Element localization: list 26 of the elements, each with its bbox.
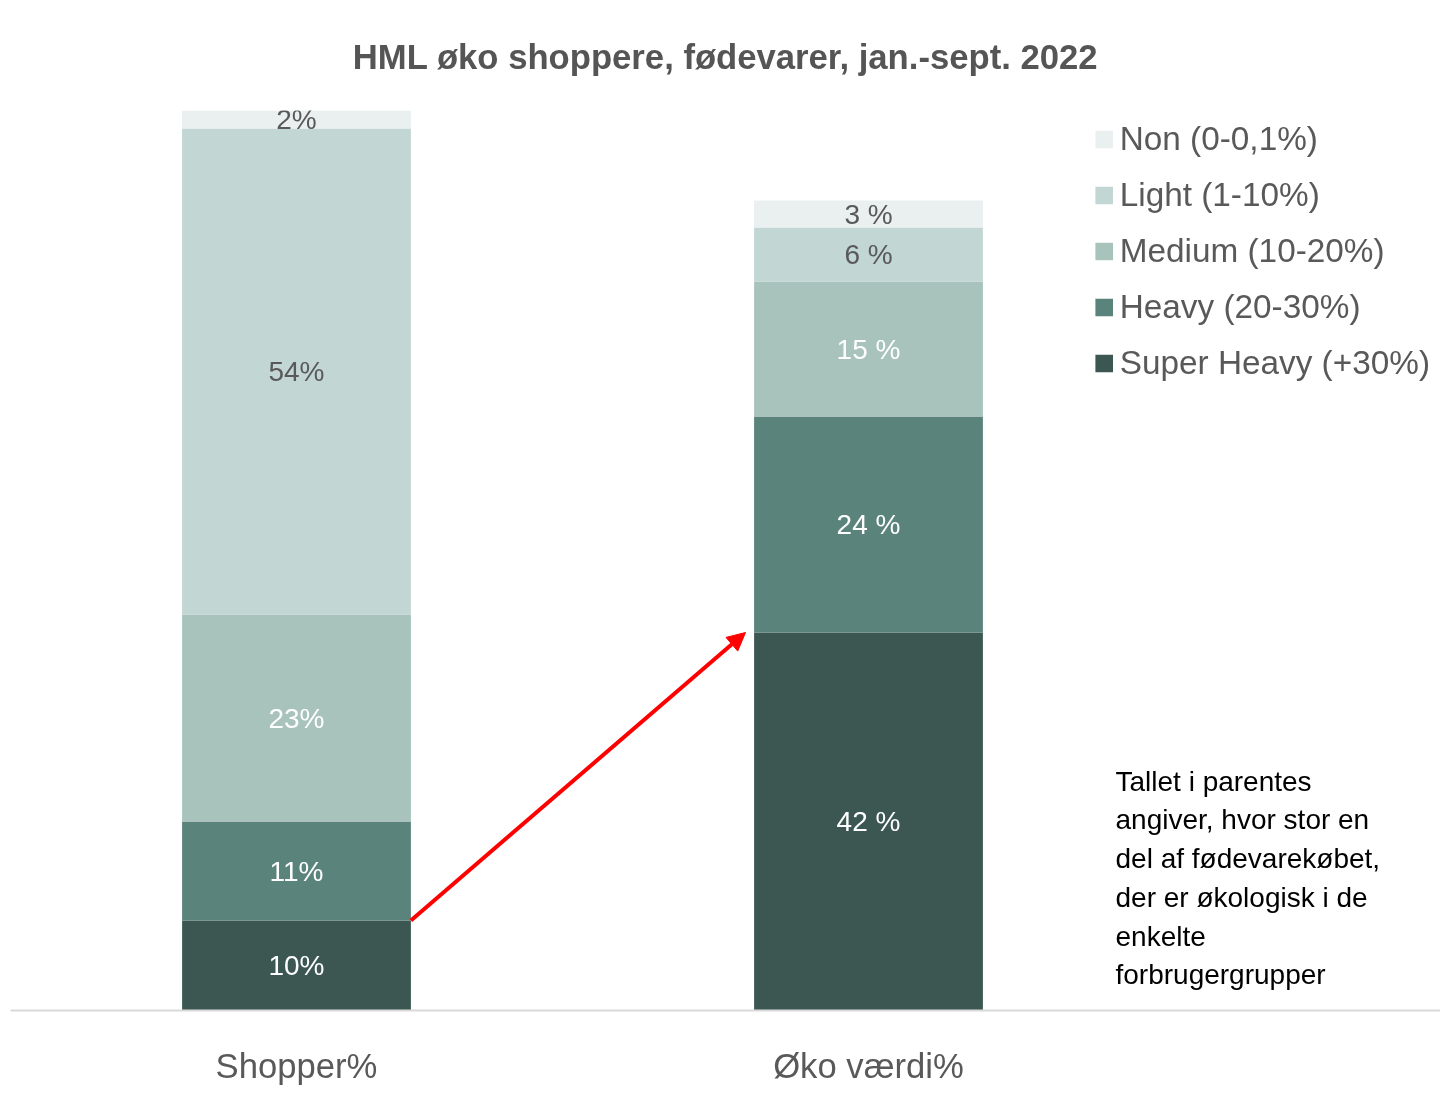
data-label: 42 % (836, 806, 901, 837)
bar (754, 416, 983, 633)
legend-label: Non (0-0,1%) (1119, 120, 1318, 158)
annotation: Tallet i parentes angiver, hvor stor en del af fødevarekøbet, der er økologisk i de enkelte forbrugergrupper (1115, 765, 1381, 991)
bar (754, 227, 983, 282)
chart-title: HML øko shoppere, fødevarer, jan.-sept. 2022 (352, 37, 1098, 76)
bar (754, 632, 983, 1011)
data-label: 24 % (836, 509, 901, 540)
x-tick-label: Shopper% (215, 1046, 378, 1085)
legend-label: Super Heavy (+30%) (1119, 344, 1430, 382)
data-label: 15 % (836, 333, 901, 365)
bar (182, 920, 411, 1011)
legend-label: Heavy (20-30%) (1119, 288, 1361, 326)
bar (754, 281, 983, 417)
data-label: 3 % (844, 198, 893, 230)
data-label: 11% (269, 855, 324, 887)
bar (754, 200, 983, 228)
data-label: 10% (268, 950, 325, 981)
data-label: 23% (268, 702, 325, 734)
legend-label: Medium (10-20%) (1119, 232, 1385, 270)
legend-label: Light (1-10%) (1119, 176, 1320, 214)
x-tick-label: Øko værdi% (773, 1046, 964, 1085)
data-label: 6 % (844, 239, 893, 270)
data-label: 54% (268, 356, 325, 387)
bar (182, 110, 411, 129)
bar (182, 128, 411, 615)
